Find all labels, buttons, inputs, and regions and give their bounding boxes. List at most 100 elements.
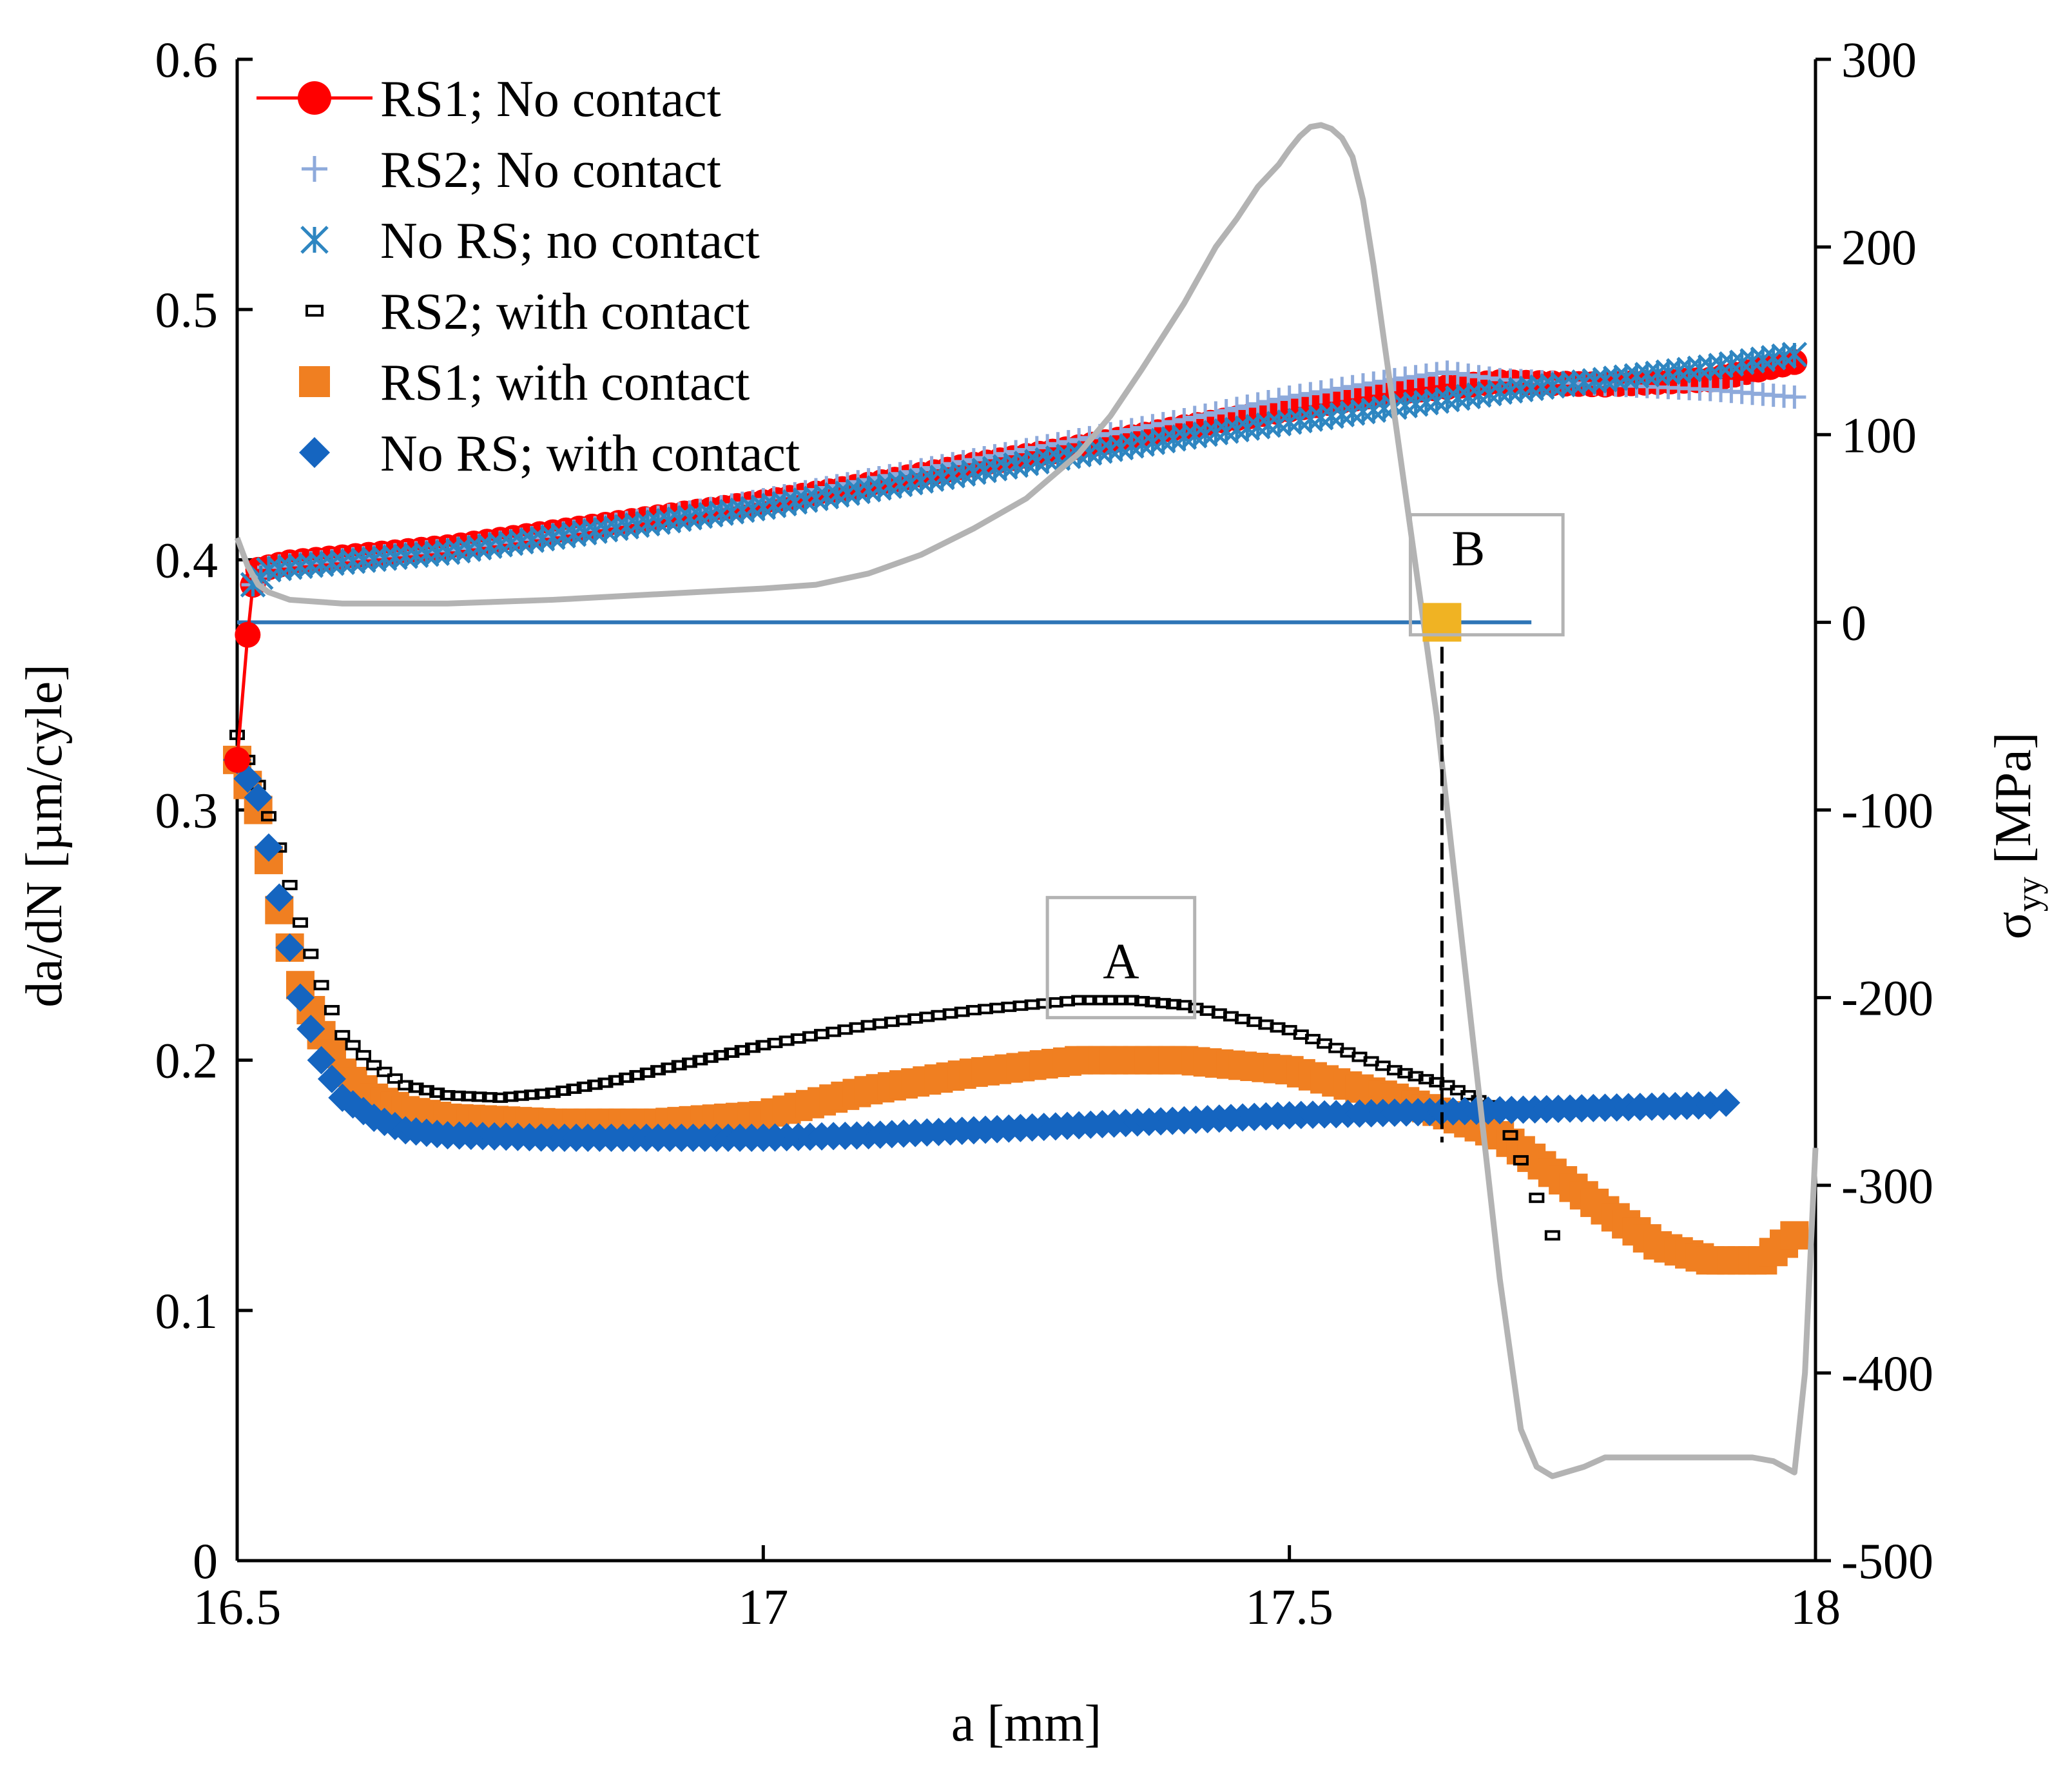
data-point [513, 1090, 529, 1101]
data-point [1235, 394, 1259, 418]
data-point [398, 1080, 414, 1091]
data-point [254, 833, 283, 862]
data-point [313, 980, 329, 991]
data-point [1319, 378, 1343, 402]
tick-marks [235, 57, 1831, 1563]
y-axis-title-right: σyy [MPa] [1985, 732, 2048, 940]
data-point [1513, 1155, 1529, 1165]
legend-item: RS2; with contact [305, 284, 750, 340]
data-point [376, 1066, 392, 1077]
data-point [286, 983, 315, 1012]
data-point [1246, 392, 1270, 416]
legend-label: No RS; with contact [380, 425, 800, 482]
legend-marker [302, 156, 327, 182]
data-point [229, 730, 245, 741]
data-point [235, 621, 261, 648]
legend-label: RS1; No contact [380, 71, 721, 128]
y-tick-label-right: -300 [1841, 1158, 1933, 1214]
data-point [1781, 342, 1808, 367]
series-2 [240, 342, 1808, 598]
data-point [713, 1049, 730, 1060]
data-point [366, 1060, 382, 1071]
data-point [1780, 1221, 1809, 1250]
y-axis-title-right-unit: [MPa] [1985, 732, 2042, 877]
data-point [492, 1092, 508, 1103]
x-tick-label: 17.5 [1245, 1579, 1333, 1635]
legend: RS1; No contact RS2; No contact No RS; no … [257, 71, 800, 482]
data-point [587, 1079, 603, 1090]
y-axis-title-left: da/dN [µm/cyle] [16, 664, 73, 1008]
data-point [661, 1062, 677, 1073]
data-point [260, 811, 276, 822]
y-tick-label-left: 0 [193, 1533, 218, 1589]
data-point [1502, 1130, 1518, 1141]
data-point [629, 1069, 645, 1080]
y-tick-label-right: 0 [1841, 594, 1866, 650]
annotation-label-b: B [1451, 520, 1485, 576]
data-point [556, 1086, 572, 1097]
legend-item: No RS; with contact [299, 425, 800, 482]
data-point [355, 1049, 371, 1060]
data-point [1155, 998, 1171, 1009]
data-point [224, 746, 250, 773]
data-point [1783, 385, 1806, 409]
x-tick-label: 16.5 [193, 1579, 282, 1635]
y-tick-label-left: 0.1 [155, 1283, 218, 1339]
data-point [408, 1082, 424, 1093]
x-axis-title: a [mm] [951, 1695, 1101, 1752]
y-tick-label-right: 100 [1841, 407, 1917, 463]
tick-labels: 16.5 17 17.5 18 0 0.1 0.2 0.3 0.4 0.5 0.6 -500 -400 -… [155, 32, 1933, 1635]
y-tick-label-right: 200 [1841, 219, 1917, 275]
y-tick-label-right: -400 [1841, 1345, 1933, 1401]
y-tick-label-left: 0.3 [155, 783, 218, 839]
data-point [1123, 995, 1139, 1006]
y-tick-label-right: 300 [1841, 32, 1917, 88]
data-point [471, 1091, 487, 1102]
legend-marker [299, 366, 330, 397]
data-point [1351, 373, 1375, 397]
data-point [734, 1045, 750, 1056]
data-point [324, 1005, 340, 1016]
legend-label: RS2; with contact [380, 284, 750, 340]
data-point [265, 883, 294, 912]
y-tick-label-left: 0.4 [155, 532, 218, 588]
y-axis-title-right-symbol: σ [1985, 912, 2042, 939]
x-tick-label: 18 [1790, 1579, 1841, 1635]
data-point [597, 1077, 614, 1088]
data-point [1071, 995, 1087, 1006]
data-point [1330, 376, 1354, 400]
data-point [503, 1091, 519, 1102]
series-layer [223, 122, 1819, 1479]
data-point [1288, 384, 1312, 407]
data-point [639, 1068, 655, 1078]
data-point [1712, 1088, 1741, 1117]
series-5 [223, 745, 1741, 1152]
data-point [334, 1029, 351, 1040]
legend-label: No RS; no contact [380, 213, 760, 269]
x-tick-label: 17 [738, 1579, 788, 1635]
y-tick-label-left: 0.2 [155, 1033, 218, 1089]
legend-label: RS1; with contact [380, 355, 750, 411]
data-point [1166, 999, 1182, 1009]
data-point [292, 917, 308, 928]
data-point [450, 1090, 466, 1101]
data-point [1341, 375, 1364, 398]
data-point [317, 1064, 346, 1093]
data-point [345, 1040, 361, 1051]
data-point [619, 1072, 635, 1083]
data-point [1544, 1230, 1560, 1241]
data-point [671, 1060, 687, 1071]
legend-item: RS2; No contact [302, 142, 721, 199]
data-point [303, 948, 319, 959]
data-point [682, 1057, 698, 1068]
data-point [1092, 995, 1108, 1006]
legend-marker [298, 81, 331, 115]
data-point [244, 783, 273, 812]
series-line [234, 122, 1819, 1479]
data-point [524, 1089, 540, 1100]
data-point [296, 1015, 325, 1044]
data-point [1299, 382, 1322, 405]
legend-marker [305, 304, 324, 317]
y-tick-label-right: -200 [1841, 970, 1933, 1026]
